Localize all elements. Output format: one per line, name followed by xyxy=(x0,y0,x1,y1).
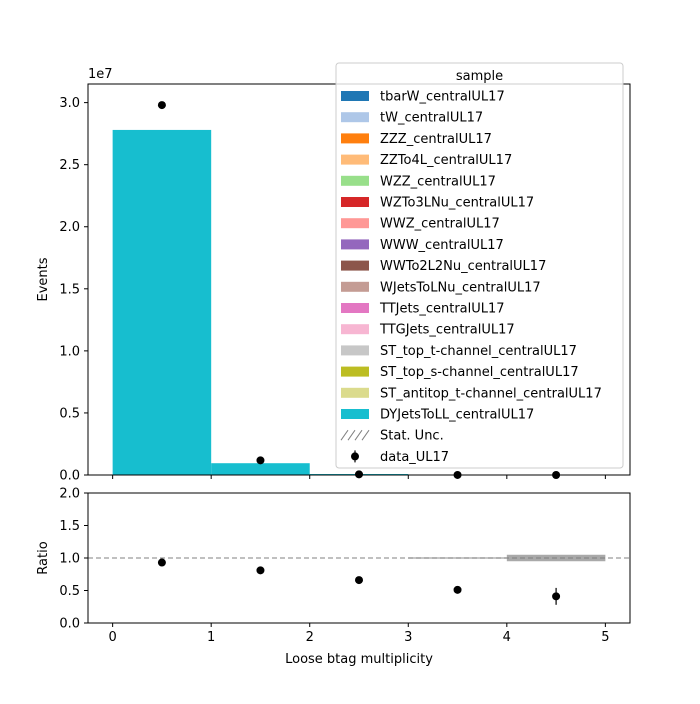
legend-data-marker xyxy=(351,452,359,460)
legend-entry-label: WZZ_centralUL17 xyxy=(380,174,496,189)
legend-entry-label: TTGJets_centralUL17 xyxy=(379,323,515,338)
legend-swatch-5 xyxy=(341,197,369,207)
main-y-axis-label: Events xyxy=(36,257,51,301)
legend-entry-label: ZZZ_centralUL17 xyxy=(380,132,492,147)
ratio-point-3 xyxy=(454,586,462,594)
legend-entry-label: WWTo2L2Nu_centralUL17 xyxy=(380,259,546,274)
legend-swatch-9 xyxy=(341,282,369,292)
legend: sample tbarW_centralUL17 tW_centralUL17 ZZZ… xyxy=(336,63,623,468)
legend-entry-label: ST_top_t-channel_centralUL17 xyxy=(380,344,577,359)
legend-swatch-8 xyxy=(341,261,369,271)
ratio-point-0 xyxy=(158,559,166,567)
legend-swatch-3 xyxy=(341,155,369,165)
main-y-tick-label: 1.0 xyxy=(59,344,80,359)
legend-swatch-15 xyxy=(341,409,369,419)
main-y-tick-label: 1.5 xyxy=(59,282,80,297)
legend-swatch-1 xyxy=(341,112,369,122)
x-axis-label: Loose btag multiplicity xyxy=(285,652,433,667)
legend-entry-label: DYJetsToLL_centralUL17 xyxy=(380,408,534,423)
legend-entry-label: WZTo3LNu_centralUL17 xyxy=(380,196,534,211)
ratio-x-tick-label: 2 xyxy=(306,630,314,645)
legend-entry-label: ST_top_s-channel_centralUL17 xyxy=(380,365,579,380)
data-point-0 xyxy=(158,101,166,109)
main-y-tick-label: 0.5 xyxy=(59,406,80,421)
legend-swatch-13 xyxy=(341,367,369,377)
legend-stat-unc-label: Stat. Unc. xyxy=(380,429,444,444)
data-point-1 xyxy=(256,456,264,464)
ratio-point-2 xyxy=(355,576,363,584)
main-y-tick-label: 3.0 xyxy=(59,96,80,111)
main-y-tick-label: 2.5 xyxy=(59,158,80,173)
data-point-2 xyxy=(355,470,363,478)
legend-swatch-14 xyxy=(341,388,369,398)
legend-swatch-0 xyxy=(341,91,369,101)
legend-entry-label: tW_centralUL17 xyxy=(380,111,483,126)
ratio-y-tick-label: 1.5 xyxy=(59,519,80,534)
legend-swatch-7 xyxy=(341,239,369,249)
legend-entry-label: WWW_centralUL17 xyxy=(380,238,504,253)
legend-swatch-2 xyxy=(341,133,369,143)
legend-swatch-6 xyxy=(341,218,369,228)
legend-entry-label: WWZ_centralUL17 xyxy=(380,217,500,232)
ratio-x-tick-label: 0 xyxy=(108,630,116,645)
bar-DYJetsToLL_centralUL17-bin-0 xyxy=(113,130,212,475)
legend-entry-label: tbarW_centralUL17 xyxy=(380,90,505,105)
legend-swatch-4 xyxy=(341,176,369,186)
ratio-y-tick-label: 0.5 xyxy=(59,584,80,599)
legend-entry-label: WJetsToLNu_centralUL17 xyxy=(380,280,541,295)
ratio-point-1 xyxy=(256,566,264,574)
ratio-x-tick-label: 3 xyxy=(404,630,412,645)
ratio-y-tick-label: 2.0 xyxy=(59,487,80,502)
legend-entry-label: TTJets_centralUL17 xyxy=(379,302,505,317)
ratio-y-tick-label: 1.0 xyxy=(59,552,80,567)
ratio-x-tick-label: 5 xyxy=(601,630,609,645)
main-y-tick-label: 0.0 xyxy=(59,469,80,484)
legend-swatch-10 xyxy=(341,303,369,313)
legend-swatch-12 xyxy=(341,345,369,355)
legend-data-label: data_UL17 xyxy=(380,450,449,465)
legend-title: sample xyxy=(456,69,503,84)
ratio-x-tick-label: 4 xyxy=(503,630,511,645)
ratio-y-axis-label: Ratio xyxy=(36,541,51,574)
ratio-point-4 xyxy=(552,592,560,600)
legend-entry-label: ZZTo4L_centralUL17 xyxy=(380,153,512,168)
ratio-x-tick-label: 1 xyxy=(207,630,215,645)
main-y-offset-label: 1e7 xyxy=(88,67,113,82)
ratio-y-tick-label: 0.0 xyxy=(59,617,80,632)
main-y-tick-label: 2.0 xyxy=(59,220,80,235)
bar-DYJetsToLL_centralUL17-bin-1 xyxy=(211,463,310,475)
legend-swatch-11 xyxy=(341,324,369,334)
legend-entry-label: ST_antitop_t-channel_centralUL17 xyxy=(380,386,602,401)
